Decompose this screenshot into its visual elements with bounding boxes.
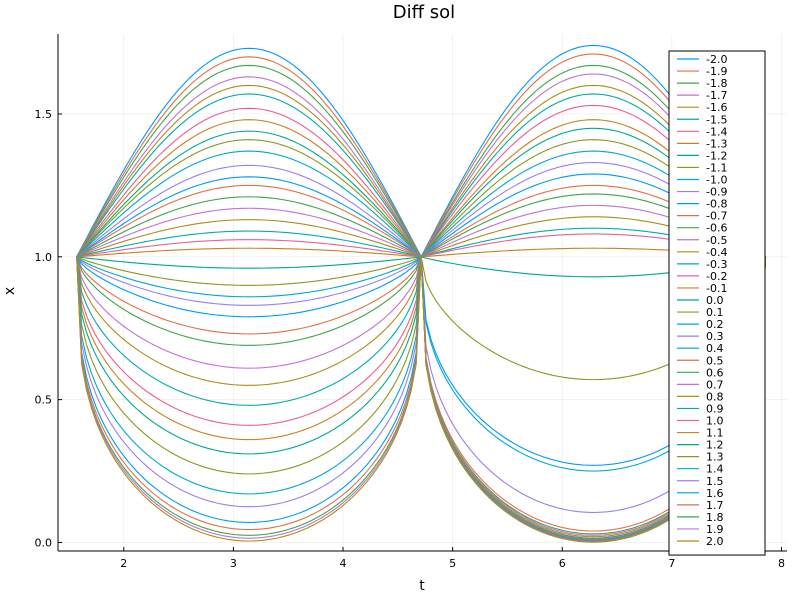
series-line: [76, 150, 766, 258]
series-line: [76, 256, 767, 543]
y-tick-label: 0.5: [35, 394, 53, 407]
series-line: [76, 256, 767, 542]
series-line: [76, 256, 767, 542]
legend: -2.0-1.9-1.8-1.7-1.6-1.5-1.4-1.3-1.2-1.1…: [668, 50, 766, 556]
legend-entry: 1.7: [706, 499, 724, 512]
x-tick-label: 4: [340, 557, 347, 570]
legend-box: [668, 50, 766, 556]
series-line: [76, 216, 766, 258]
series-line: [76, 44, 766, 258]
legend-entry: -1.0: [706, 174, 727, 187]
legend-entry: -1.5: [706, 113, 727, 126]
legend-entry: 0.3: [706, 330, 724, 343]
series-line: [76, 256, 767, 543]
x-tick-label: 3: [230, 557, 237, 570]
legend-entry: 0.6: [706, 366, 724, 379]
legend-entry: 1.2: [706, 439, 724, 452]
legend-entry: 1.8: [706, 511, 724, 524]
legend-entry: -1.3: [706, 137, 727, 150]
legend-entry: -1.8: [706, 77, 727, 90]
legend-entry: 2.0: [706, 535, 724, 548]
series-line: [76, 256, 767, 541]
series-line: [76, 256, 767, 541]
legend-entry: 0.2: [706, 318, 724, 331]
y-tick-label: 1.0: [35, 251, 53, 264]
y-axis-label: x: [2, 287, 18, 295]
legend-entry: 0.5: [706, 354, 724, 367]
series-line: [76, 256, 767, 539]
series-line: [76, 255, 767, 466]
legend-entry: 1.1: [706, 427, 724, 440]
legend-entry: -0.2: [706, 270, 727, 283]
legend-entry: -0.6: [706, 222, 727, 235]
legend-entry: 0.0: [706, 294, 724, 307]
legend-entry: 1.3: [706, 451, 724, 464]
series-line: [76, 256, 767, 381]
legend-entry: 0.1: [706, 306, 724, 319]
x-tick-label: 5: [449, 557, 456, 570]
series-line: [76, 247, 766, 258]
series-line: [76, 256, 767, 541]
x-tick-label: 6: [559, 557, 566, 570]
series-line: [76, 256, 767, 540]
axes-layer: 2 3 4 5 6 7 8 0.0 0.5 1.0 1.5: [35, 34, 787, 570]
series-line: [76, 233, 766, 258]
legend-entry: -0.9: [706, 186, 727, 199]
legend-entry: 0.4: [706, 342, 724, 355]
legend-entry: 0.8: [706, 390, 724, 403]
legend-entry: -1.4: [706, 125, 727, 138]
series-line: [76, 193, 766, 258]
legend-entry: -1.2: [706, 149, 727, 162]
x-axis-label: t: [419, 578, 425, 594]
legend-entry: -0.3: [706, 258, 727, 271]
legend-entry: -2.0: [706, 53, 727, 66]
legend-entry: -1.9: [706, 65, 727, 78]
series-line: [76, 64, 766, 258]
series-layer: [76, 44, 767, 543]
legend-entry: -1.1: [706, 161, 727, 174]
legend-entry: -0.7: [706, 210, 727, 223]
legend-entry: 1.9: [706, 523, 724, 536]
legend-entry: -0.4: [706, 246, 727, 259]
x-tick-label: 2: [120, 557, 127, 570]
legend-entry: 1.6: [706, 487, 724, 500]
chart-title: Diff sol: [393, 2, 455, 23]
legend-entry: 1.4: [706, 463, 724, 476]
series-line: [76, 256, 767, 542]
legend-entry: -1.7: [706, 89, 727, 102]
x-tick-label: 8: [778, 557, 785, 570]
series-line: [76, 256, 767, 543]
legend-entry: -0.5: [706, 234, 727, 247]
y-tick-label: 0.0: [35, 536, 53, 549]
series-line: [76, 256, 767, 543]
series-line: [76, 184, 766, 258]
y-tick-label: 1.5: [35, 108, 53, 121]
legend-entry: 1.5: [706, 475, 724, 488]
series-line: [76, 255, 767, 472]
legend-entry: 1.0: [706, 415, 724, 428]
legend-entry: 0.9: [706, 402, 724, 415]
legend-entry: -1.6: [706, 101, 727, 114]
series-line: [76, 255, 767, 513]
series-line: [76, 139, 766, 258]
series-line: [76, 204, 766, 258]
x-tick-label: 7: [668, 557, 675, 570]
legend-entry: -0.1: [706, 282, 727, 295]
legend-entry: 0.7: [706, 378, 724, 391]
legend-entry: -0.8: [706, 198, 727, 211]
